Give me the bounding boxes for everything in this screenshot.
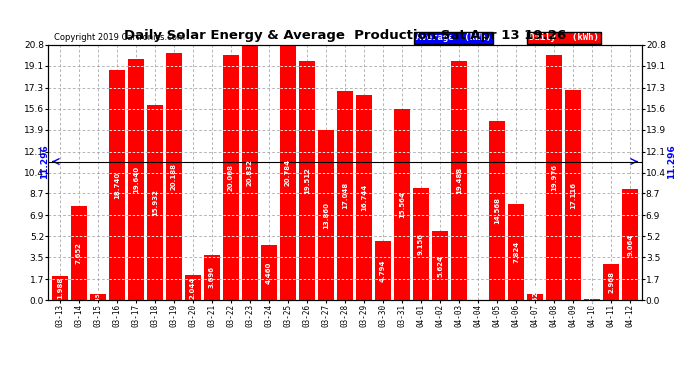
Text: 7.824: 7.824	[513, 241, 519, 263]
Text: 15.932: 15.932	[152, 189, 158, 216]
Text: 17.048: 17.048	[342, 182, 348, 209]
Text: 0.452: 0.452	[95, 288, 100, 306]
Text: 20.784: 20.784	[285, 159, 291, 186]
Bar	[280, 45, 296, 300]
Text: Daily   (kWh): Daily (kWh)	[529, 33, 599, 42]
Text: 11.296: 11.296	[667, 144, 676, 179]
Text: 5.624: 5.624	[437, 255, 443, 276]
Bar	[109, 70, 125, 300]
Text: 17.116: 17.116	[570, 182, 576, 209]
Text: 0.524: 0.524	[532, 286, 538, 308]
Text: Average  (kWh): Average (kWh)	[416, 33, 491, 42]
Text: 19.976: 19.976	[551, 164, 558, 191]
Bar	[375, 241, 391, 300]
Bar	[527, 294, 543, 300]
Text: 20.008: 20.008	[228, 164, 234, 191]
Text: 18.740: 18.740	[114, 171, 120, 199]
Text: 3.696: 3.696	[209, 266, 215, 288]
Bar	[603, 264, 620, 300]
Text: 19.488: 19.488	[456, 167, 462, 194]
Text: 20.832: 20.832	[247, 159, 253, 186]
Text: 1.988: 1.988	[57, 277, 63, 299]
Bar	[90, 294, 106, 300]
Text: 19.512: 19.512	[304, 167, 310, 194]
Bar	[223, 55, 239, 300]
Title: Daily Solar Energy & Average  Production Sat Apr 13 19:26: Daily Solar Energy & Average Production …	[124, 30, 566, 42]
Bar	[241, 45, 258, 300]
Text: 15.564: 15.564	[399, 191, 405, 218]
Bar	[394, 109, 410, 300]
Bar	[147, 105, 163, 300]
Bar	[337, 91, 353, 300]
Text: 4.460: 4.460	[266, 261, 272, 284]
Bar	[204, 255, 220, 300]
Bar	[128, 59, 144, 300]
Bar	[52, 276, 68, 300]
Bar	[166, 53, 182, 300]
Bar	[489, 122, 505, 300]
Bar	[413, 188, 429, 300]
Bar	[451, 61, 467, 300]
Bar	[318, 130, 334, 300]
Bar	[261, 245, 277, 300]
Bar	[70, 206, 87, 300]
Text: 19.640: 19.640	[132, 166, 139, 193]
Text: 4.794: 4.794	[380, 260, 386, 282]
Bar	[299, 61, 315, 300]
Text: 20.188: 20.188	[171, 163, 177, 190]
Bar	[584, 299, 600, 300]
Text: 14.568: 14.568	[494, 197, 500, 224]
Text: 0.076: 0.076	[590, 291, 595, 308]
Bar	[432, 231, 448, 300]
Bar	[565, 90, 581, 300]
Bar	[508, 204, 524, 300]
Text: 13.860: 13.860	[323, 201, 329, 228]
Bar	[546, 55, 562, 300]
Text: 16.744: 16.744	[361, 184, 367, 211]
Text: 2.044: 2.044	[190, 276, 196, 298]
Text: 9.156: 9.156	[418, 233, 424, 255]
Text: 2.968: 2.968	[609, 271, 614, 293]
Text: 9.064: 9.064	[627, 233, 633, 256]
Text: 11.296: 11.296	[40, 144, 49, 179]
Bar	[622, 189, 638, 300]
Bar	[185, 275, 201, 300]
Bar	[356, 95, 372, 300]
Text: Copyright 2019 Cartronics.com: Copyright 2019 Cartronics.com	[55, 33, 185, 42]
Text: 7.652: 7.652	[76, 242, 81, 264]
